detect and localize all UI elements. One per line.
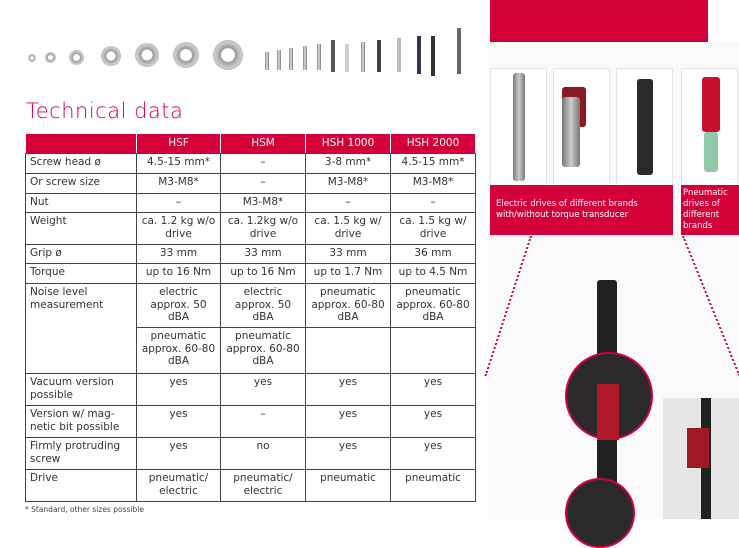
table-cell: yes (136, 437, 221, 470)
table-cell: pneumatic approx. 60-80 dBA (136, 327, 221, 374)
electric-drive-image-2 (553, 68, 610, 186)
header-cell: HSM (220, 133, 306, 154)
table-cell: pneumatic/ electric (220, 469, 306, 502)
table-cell: M3-M8* (390, 173, 476, 194)
table-cell: yes (220, 373, 306, 406)
table-cell (305, 327, 391, 374)
table-cell: yes (390, 405, 476, 438)
table-header-row: HSF HSM HSH 1000 HSH 2000 (25, 133, 476, 154)
table-cell: pneumatic approx. 60-80 dBA (220, 327, 306, 374)
table-row: Firmly protruding screw yes no yes yes (25, 437, 476, 470)
table-row: Vacuum version possible yes yes yes yes (25, 373, 476, 406)
row-label: Grip ø (25, 244, 137, 264)
row-label: Nut (25, 193, 137, 213)
table-cell: 33 mm (305, 244, 391, 264)
table-cell: pneumatic/ electric (136, 469, 221, 502)
table-cell: 4.5-15 mm* (390, 153, 476, 174)
table-cell: yes (305, 405, 391, 438)
table-row: pneumatic approx. 60-80 dBA pneumatic app… (26, 327, 476, 374)
caption-pneumatic-drives: Pneumatic drives of different brands (681, 185, 739, 235)
row-label: Drive (25, 469, 137, 502)
table-row: Grip ø 33 mm 33 mm 33 mm 36 mm (25, 244, 476, 264)
table-cell: yes (390, 373, 476, 406)
table-cell: up to 16 Nm (220, 263, 306, 284)
table-cell: – (220, 405, 306, 438)
red-header-block (490, 0, 708, 42)
caption-electric-drives: Electric drives of different brands with… (490, 185, 673, 235)
detail-circle-bottom (565, 478, 635, 548)
table-row: Drive pneumatic/ electric pneumatic/ elect… (25, 469, 476, 502)
table-cell: yes (136, 373, 221, 406)
table-cell: yes (136, 405, 221, 438)
table-cell: electric approx. 50 dBA (220, 283, 306, 328)
row-label: Weight (25, 212, 137, 245)
electric-drive-image-3 (616, 68, 673, 186)
table-cell: – (305, 193, 391, 213)
table-row: Nut – M3-M8* – – (25, 193, 476, 213)
table-cell: pneumatic approx. 60-80 dBA (305, 283, 391, 328)
table-cell: ca. 1.5 kg w/ drive (305, 212, 391, 245)
footnote: * Standard, other sizes possible (25, 505, 144, 514)
table-cell: – (220, 173, 306, 194)
table-cell: M3-M8* (136, 173, 221, 194)
row-label: Torque (25, 263, 137, 284)
row-label: Version w/ mag-netic bit possible (25, 405, 137, 438)
table-row: Weight ca. 1.2 kg w/o drive ca. 1.2kg w/o … (25, 212, 476, 245)
technical-data-table: HSF HSM HSH 1000 HSH 2000 Screw head ø 4.… (25, 133, 476, 502)
table-row: Screw head ø 4.5-15 mm* –3-8 mm* 4.5-15 mm* (25, 153, 476, 174)
table-cell: – (390, 193, 476, 213)
table-row: Noise level measurement electric approx. … (25, 283, 476, 374)
table-cell: – (220, 153, 306, 174)
table-cell: no (220, 437, 306, 470)
table-cell: 36 mm (390, 244, 476, 264)
screws-and-nuts-image (25, 28, 475, 80)
table-cell: yes (390, 437, 476, 470)
table-cell: ca. 1.2 kg w/o drive (136, 212, 221, 245)
row-label: Screw head ø (25, 153, 137, 174)
table-cell: up to 16 Nm (136, 263, 221, 284)
header-cell (25, 133, 137, 154)
row-label: Or screw size (25, 173, 137, 194)
pneumatic-drive-image (681, 68, 738, 186)
table-cell: pneumatic (305, 469, 391, 502)
table-cell: yes (305, 437, 391, 470)
table-cell: yes (305, 373, 391, 406)
page-title: Technical data (26, 99, 184, 123)
table-cell: pneumatic approx. 60-80 dBA (390, 283, 476, 328)
table-cell: – (136, 193, 221, 213)
row-label: Vacuum version possible (25, 373, 137, 406)
header-cell: HSF (136, 133, 221, 154)
table-cell: electric approx. 50 dBA (136, 283, 221, 328)
table-cell: up to 4.5 Nm (390, 263, 476, 284)
table-row: Version w/ mag-netic bit possible yes – yes… (25, 405, 476, 438)
table-cell: 3-8 mm* (305, 153, 391, 174)
table-cell (390, 327, 476, 374)
electric-drive-image-1 (490, 68, 547, 186)
row-label: Noise level measurement (25, 283, 137, 374)
table-cell: pneumatic (390, 469, 476, 502)
table-cell: ca. 1.5 kg w/ drive (390, 212, 476, 245)
table-cell: up to 1.7 Nm (305, 263, 391, 284)
row-label: Firmly protruding screw (25, 437, 137, 470)
header-cell: HSH 1000 (305, 133, 391, 154)
table-cell: 33 mm (220, 244, 306, 264)
table-row: Or screw size M3-M8* – M3-M8* M3-M8* (25, 173, 476, 194)
table-cell: M3-M8* (220, 193, 306, 213)
application-photo (663, 398, 739, 519)
table-row: Torque up to 16 Nm up to 16 Nm up to 1.7 Nm… (25, 263, 476, 284)
header-cell: HSH 2000 (390, 133, 476, 154)
table-cell: 33 mm (136, 244, 221, 264)
table-cell: 4.5-15 mm* (136, 153, 221, 174)
detail-circle-top (565, 352, 653, 440)
table-cell: M3-M8* (305, 173, 391, 194)
table-cell: ca. 1.2kg w/o drive (220, 212, 306, 245)
